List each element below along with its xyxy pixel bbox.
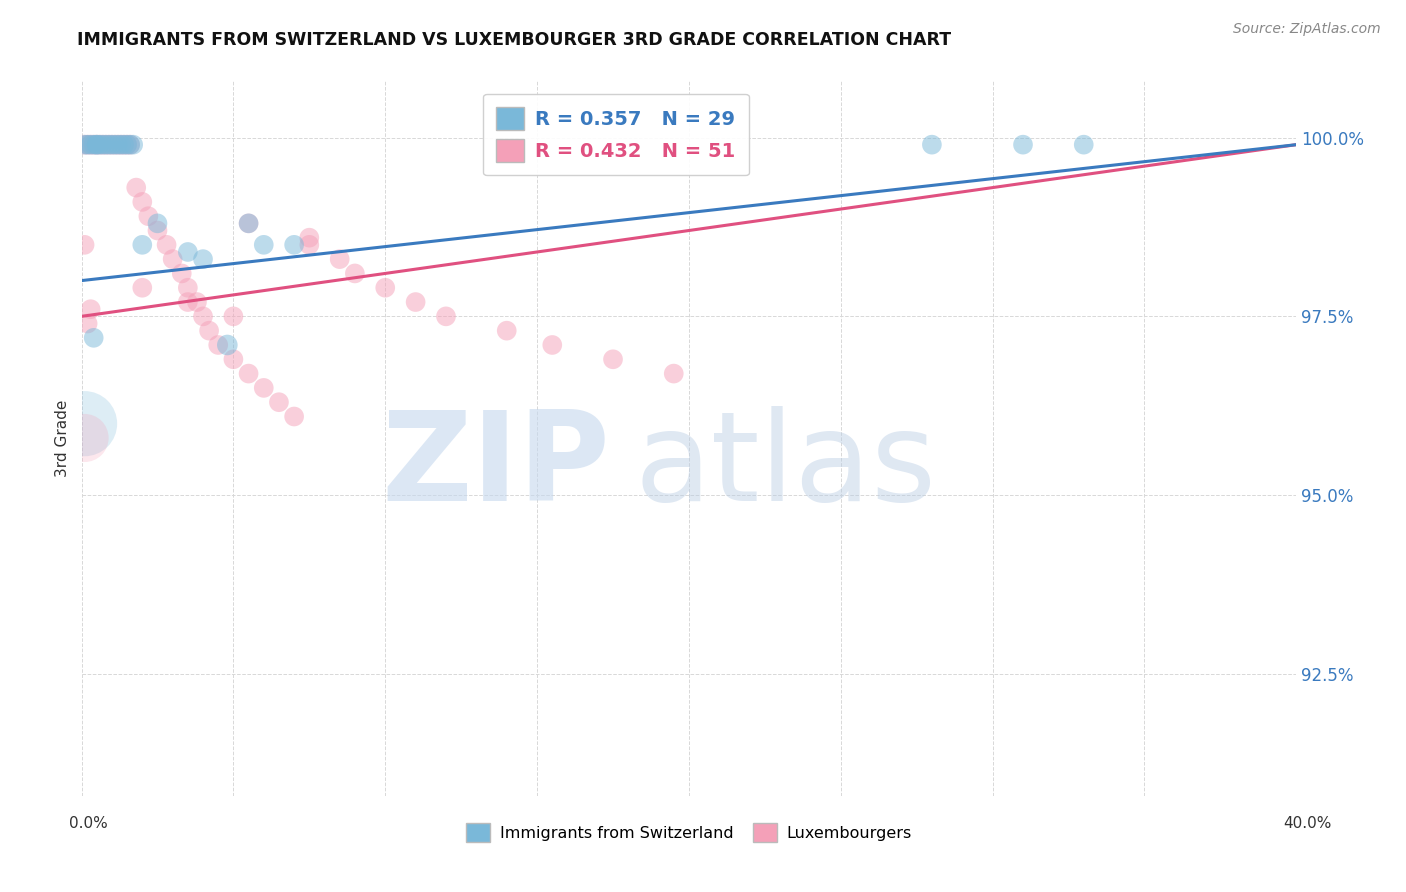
Point (191, 252, 214, 267)
Point (83, 137, 105, 152)
Point (267, 395, 290, 409)
Text: IMMIGRANTS FROM SWITZERLAND VS LUXEMBOURGER 3RD GRADE CORRELATION CHART: IMMIGRANTS FROM SWITZERLAND VS LUXEMBOUR… (77, 31, 952, 49)
Point (112, 137, 135, 152)
Text: Source: ZipAtlas.com: Source: ZipAtlas.com (1233, 22, 1381, 37)
Point (495, 324, 517, 338)
Point (94, 137, 117, 152)
Point (122, 137, 145, 152)
Point (131, 237, 153, 252)
Point (79, 137, 101, 152)
Point (120, 137, 142, 152)
Point (110, 137, 132, 152)
Point (115, 137, 138, 152)
Point (73, 417, 96, 431)
Point (155, 237, 177, 252)
Point (110, 137, 132, 152)
Point (222, 310, 245, 324)
Point (253, 381, 276, 395)
Point (238, 216, 260, 230)
Point (101, 137, 124, 152)
Point (86, 137, 108, 152)
Point (170, 267, 193, 281)
Point (602, 352, 624, 367)
Point (89, 137, 111, 152)
Point (73, 137, 96, 152)
Point (79, 302, 101, 317)
Point (73, 237, 96, 252)
Legend: Immigrants from Switzerland, Luxembourgers: Immigrants from Switzerland, Luxembourge… (460, 816, 918, 848)
Point (146, 223, 169, 237)
Point (298, 230, 321, 244)
Point (73, 431, 96, 445)
Point (191, 310, 214, 324)
Point (1012, 137, 1035, 152)
Y-axis label: 3rd Grade: 3rd Grade (55, 400, 70, 476)
Point (405, 295, 427, 310)
Point (115, 137, 138, 152)
Point (101, 137, 124, 152)
Point (238, 367, 260, 381)
Point (104, 137, 127, 152)
Point (177, 295, 200, 310)
Point (329, 252, 352, 267)
Point (86, 137, 108, 152)
Point (283, 237, 305, 252)
Point (107, 137, 129, 152)
Text: atlas: atlas (634, 406, 936, 527)
Point (86, 137, 108, 152)
Point (177, 244, 200, 259)
Point (541, 338, 564, 352)
Point (138, 209, 160, 223)
Point (146, 216, 169, 230)
Point (177, 281, 200, 295)
Point (76, 137, 98, 152)
Text: 0.0%: 0.0% (69, 816, 108, 830)
Point (186, 295, 208, 310)
Point (125, 180, 148, 194)
Point (94, 137, 117, 152)
Point (120, 137, 142, 152)
Text: ZIP: ZIP (381, 406, 610, 527)
Point (107, 137, 129, 152)
Point (76, 137, 98, 152)
Point (91, 137, 114, 152)
Point (662, 367, 685, 381)
Point (207, 338, 229, 352)
Point (238, 216, 260, 230)
Point (131, 281, 153, 295)
Point (434, 310, 457, 324)
Point (162, 252, 184, 267)
Point (104, 137, 127, 152)
Point (343, 267, 366, 281)
Text: 40.0%: 40.0% (1284, 816, 1331, 830)
Point (217, 338, 239, 352)
Point (283, 409, 305, 424)
Point (89, 137, 111, 152)
Point (921, 137, 943, 152)
Point (91, 137, 114, 152)
Point (112, 137, 135, 152)
Point (83, 331, 105, 345)
Point (198, 324, 221, 338)
Point (1073, 137, 1095, 152)
Point (76, 317, 98, 331)
Point (131, 194, 153, 209)
Point (298, 237, 321, 252)
Point (253, 237, 276, 252)
Point (83, 137, 105, 152)
Point (222, 352, 245, 367)
Point (97, 137, 120, 152)
Point (374, 281, 396, 295)
Point (97, 137, 120, 152)
Point (79, 137, 101, 152)
Point (73, 137, 96, 152)
